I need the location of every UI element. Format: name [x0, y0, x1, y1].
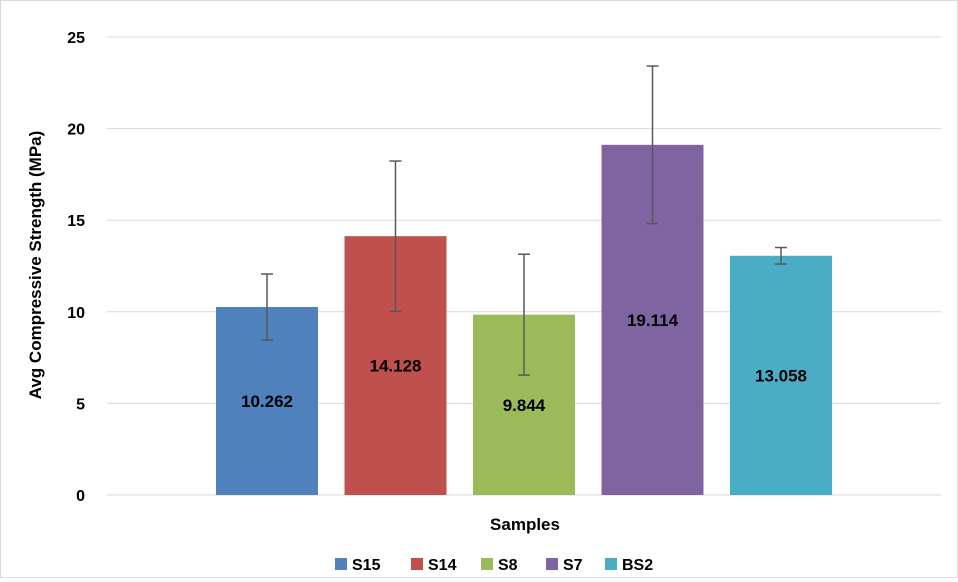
data-label-s15: 10.262 [241, 392, 293, 411]
y-tick-label: 0 [76, 488, 85, 505]
y-tick-label: 5 [76, 396, 85, 413]
legend-item-bs2: BS2 [605, 557, 653, 574]
y-axis-ticks: 0 5 10 15 20 25 [67, 30, 85, 505]
legend-label: S8 [498, 557, 518, 574]
legend-swatch [481, 558, 493, 570]
legend-item-s15: S15 [335, 557, 381, 574]
error-bar-bs2 [775, 246, 787, 265]
legend-swatch [546, 558, 558, 570]
legend: S15 S14 S8 S7 BS2 [335, 557, 653, 574]
error-bar-s7 [646, 65, 659, 225]
error-bar-s15 [261, 273, 273, 341]
legend-label: BS2 [622, 557, 653, 574]
error-bar-s14 [389, 160, 402, 313]
legend-item-s14: S14 [411, 557, 457, 574]
error-bar-s8 [518, 253, 530, 376]
x-axis-title: Samples [490, 515, 560, 534]
legend-label: S15 [352, 557, 381, 574]
data-label-s7: 19.114 [627, 311, 679, 330]
legend-label: S7 [563, 557, 583, 574]
bar-bs2 [730, 255, 832, 495]
legend-item-s7: S7 [546, 557, 583, 574]
data-label-s8: 9.844 [503, 396, 546, 415]
y-tick-label: 10 [67, 305, 85, 322]
data-label-s14: 14.128 [370, 357, 422, 376]
legend-label: S14 [428, 557, 457, 574]
data-labels: 10.262 14.128 9.844 19.114 13.058 [241, 311, 807, 415]
y-tick-label: 25 [67, 30, 85, 47]
legend-swatch [411, 558, 423, 570]
legend-swatch [335, 558, 347, 570]
y-tick-label: 15 [67, 213, 85, 230]
data-label-bs2: 13.058 [755, 366, 807, 385]
y-tick-label: 20 [67, 122, 85, 139]
legend-item-s8: S8 [481, 557, 518, 574]
error-bars [261, 65, 787, 376]
y-axis-title: Avg Compressive Strength (MPa) [26, 131, 45, 400]
legend-swatch [605, 558, 617, 570]
